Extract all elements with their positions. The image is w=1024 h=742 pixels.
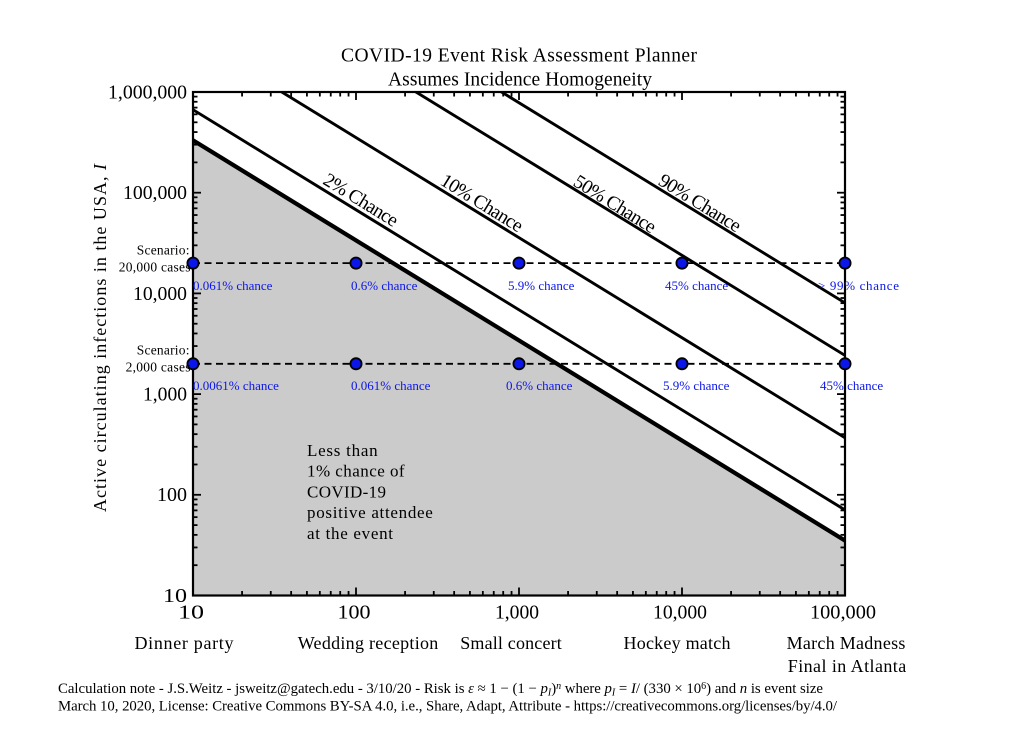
svg-text:100: 100: [338, 603, 371, 624]
svg-text:> 99% chance: > 99% chance: [818, 278, 899, 293]
svg-text:1% chance of: 1% chance of: [307, 462, 405, 481]
svg-text:5.9% chance: 5.9% chance: [508, 278, 575, 293]
svg-text:1,000: 1,000: [495, 603, 539, 624]
svg-text:COVID-19: COVID-19: [307, 482, 386, 501]
svg-text:10,000: 10,000: [133, 284, 187, 305]
svg-text:Active circulating infections: Active circulating infections in the USA…: [90, 163, 110, 512]
svg-text:10: 10: [178, 603, 204, 624]
svg-text:Less than: Less than: [307, 441, 378, 460]
svg-text:0.6% chance: 0.6% chance: [506, 378, 573, 393]
svg-text:COVID-19 Event Risk Assessment: COVID-19 Event Risk Assessment Planner: [341, 46, 698, 67]
svg-text:1,000,000: 1,000,000: [108, 82, 187, 103]
svg-text:Small concert: Small concert: [460, 633, 562, 653]
svg-text:0.0061% chance: 0.0061% chance: [193, 378, 279, 393]
svg-text:positive attendee: positive attendee: [307, 503, 433, 522]
svg-text:Calculation note - J.S.Weitz -: Calculation note - J.S.Weitz - jsweitz@g…: [58, 681, 823, 699]
svg-text:Scenario:: Scenario:: [137, 343, 190, 358]
svg-text:1,000: 1,000: [143, 385, 187, 406]
svg-text:Scenario:: Scenario:: [137, 243, 190, 258]
svg-text:0.061% chance: 0.061% chance: [193, 278, 273, 293]
svg-text:Final in Atlanta: Final in Atlanta: [788, 656, 907, 676]
svg-text:100: 100: [157, 485, 187, 506]
svg-text:10,000: 10,000: [653, 603, 707, 624]
svg-text:5.9% chance: 5.9% chance: [663, 378, 730, 393]
svg-text:March 10, 2020, License: Creat: March 10, 2020, License: Creative Common…: [58, 699, 838, 715]
svg-text:Hockey match: Hockey match: [624, 633, 731, 653]
svg-text:20,000 cases: 20,000 cases: [119, 260, 191, 275]
svg-text:Dinner party: Dinner party: [135, 633, 234, 653]
svg-text:0.6% chance: 0.6% chance: [351, 278, 418, 293]
svg-text:10: 10: [163, 586, 187, 607]
svg-text:0.061% chance: 0.061% chance: [351, 378, 431, 393]
svg-text:March Madness: March Madness: [787, 633, 906, 653]
svg-text:45% chance: 45% chance: [820, 378, 883, 393]
svg-text:100,000: 100,000: [810, 603, 876, 624]
svg-text:Wedding reception: Wedding reception: [298, 633, 439, 653]
svg-text:2,000 cases: 2,000 cases: [126, 360, 191, 375]
svg-text:at the event: at the event: [307, 524, 393, 543]
svg-text:45% chance: 45% chance: [665, 278, 728, 293]
svg-text:100,000: 100,000: [123, 183, 187, 204]
svg-text:Assumes Incidence Homogeneity: Assumes Incidence Homogeneity: [388, 70, 652, 91]
